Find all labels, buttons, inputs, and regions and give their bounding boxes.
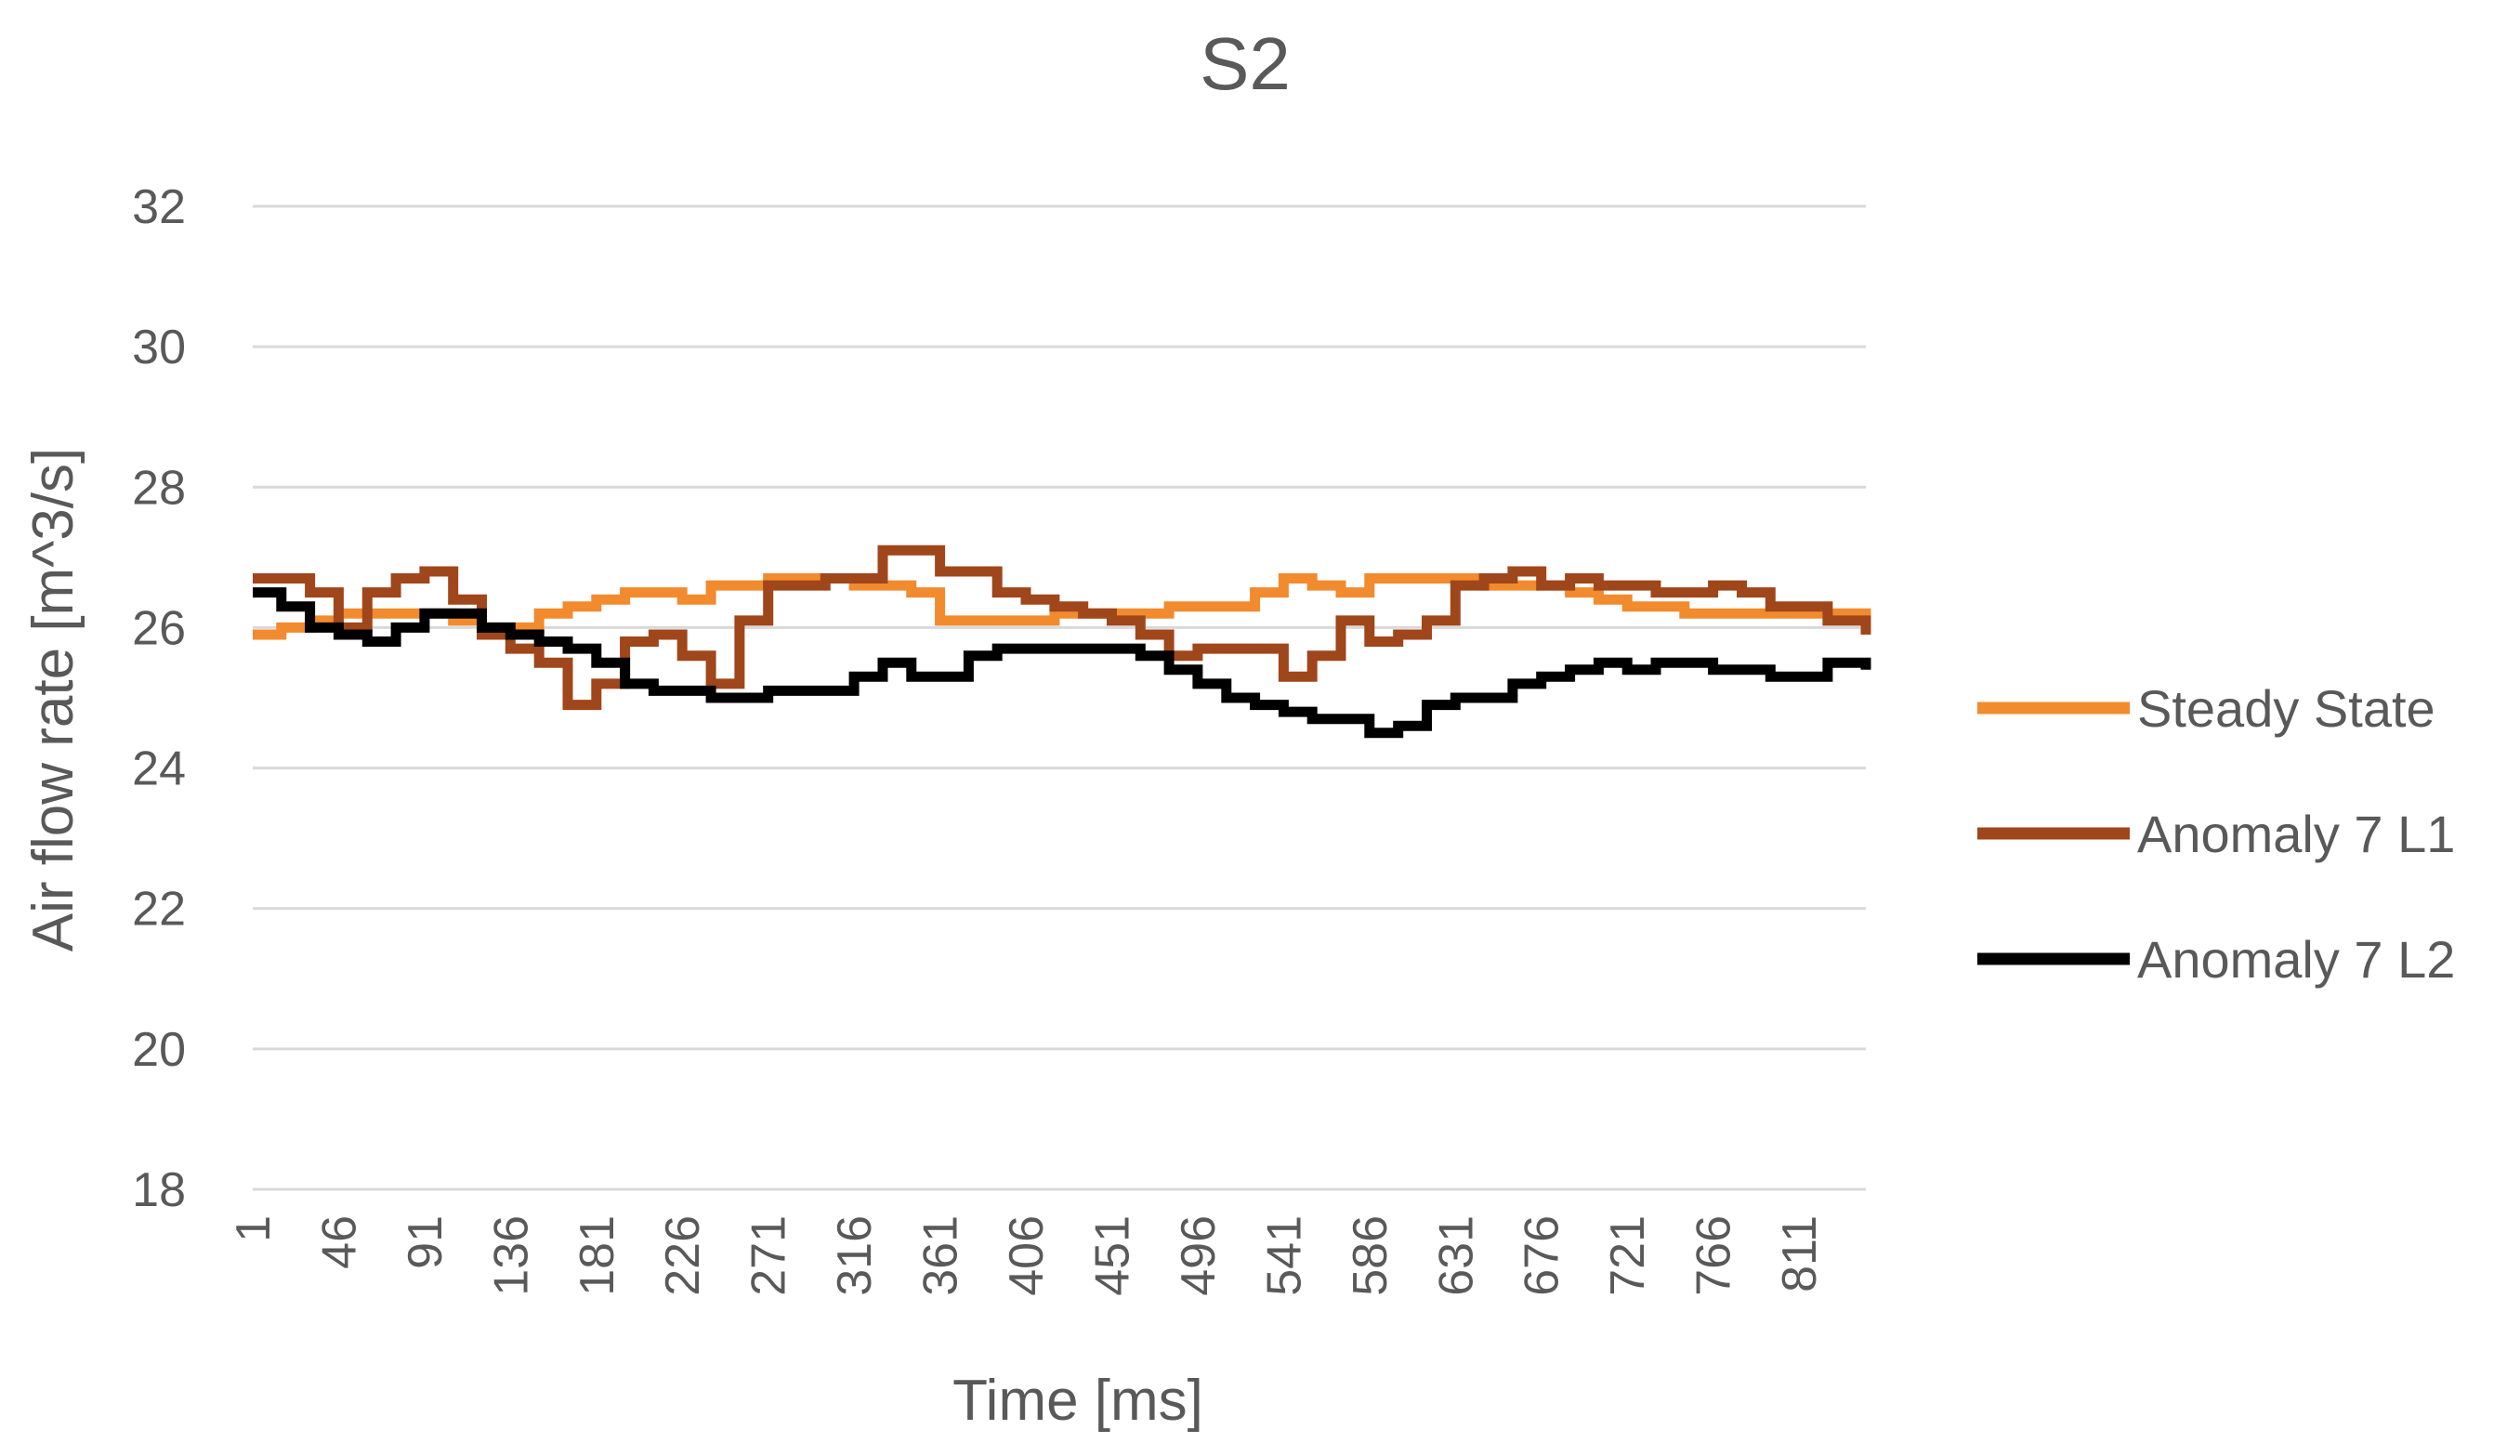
y-tick-label: 28 [132,461,186,515]
y-tick-label: 20 [132,1023,186,1077]
x-tick-label: 91 [399,1215,453,1269]
x-tick-label: 451 [1085,1215,1139,1296]
x-tick-label: 676 [1516,1215,1569,1296]
x-tick-label: 406 [1000,1215,1054,1296]
series-line-3 [253,587,1871,739]
x-tick-label: 766 [1687,1215,1741,1296]
x-tick-label: 496 [1172,1215,1226,1296]
x-tick-label: 271 [742,1215,796,1296]
legend-label-1: Steady State [2137,679,2435,738]
legend-label-3: Anomaly 7 L2 [2137,930,2455,989]
series-line-2 [253,544,1871,711]
legend-label-2: Anomaly 7 L1 [2137,805,2455,863]
y-tick-label: 24 [132,742,186,796]
x-tick-label: 586 [1344,1215,1398,1296]
y-tick-label: 22 [132,883,186,937]
x-tick-label: 811 [1773,1215,1827,1292]
x-tick-label: 226 [656,1215,710,1296]
x-tick-label: 181 [571,1215,624,1296]
x-tick-label: 1 [227,1215,281,1242]
gridlines [253,204,1866,1191]
x-axis-ticks: 1 46 91 136 181 226 271 316 361 406 451 496 541 586 63… [227,1215,1827,1296]
chart-title: S2 [1200,22,1291,105]
x-tick-label: 631 [1429,1215,1483,1296]
x-tick-label: 361 [914,1215,968,1296]
x-tick-label: 541 [1257,1215,1311,1296]
y-tick-label: 18 [132,1163,186,1217]
x-tick-label: 316 [828,1215,882,1296]
legend: Steady State Anomaly 7 L1 Anomaly 7 L2 [1977,679,2455,989]
y-axis-title: Air flow rate [m^3/s] [21,448,85,951]
x-tick-label: 46 [312,1215,366,1269]
series-lines [253,544,1871,739]
x-axis-title: Time [ms] [952,1369,1203,1433]
y-tick-label: 32 [132,180,186,234]
y-axis-ticks: 18 20 22 24 26 28 30 32 [132,180,186,1217]
y-tick-label: 30 [132,321,186,374]
x-tick-label: 721 [1601,1215,1655,1296]
x-tick-label: 136 [484,1215,538,1296]
y-tick-label: 26 [132,601,186,655]
